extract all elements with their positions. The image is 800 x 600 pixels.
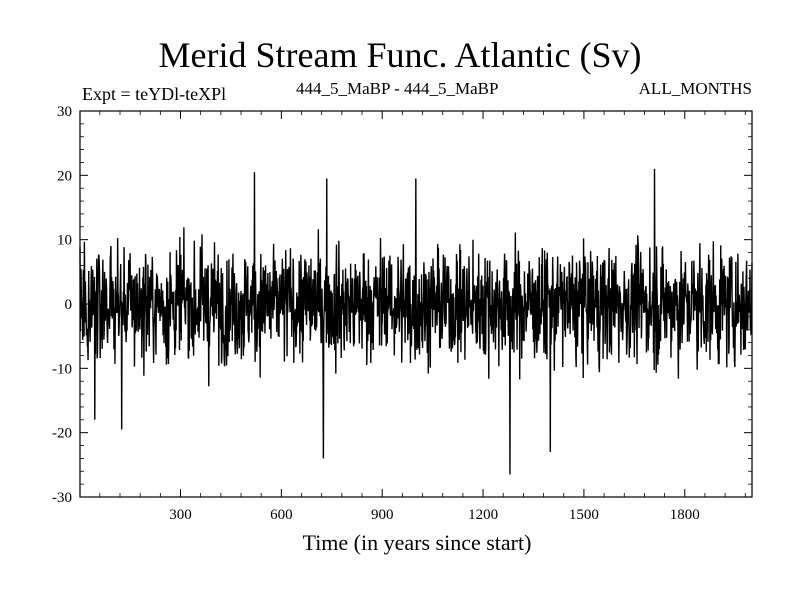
x-tick-label: 600 xyxy=(270,507,293,523)
y-tick-label: 0 xyxy=(65,297,73,313)
y-tick-label: 30 xyxy=(57,104,72,120)
months-label: ALL_MONTHS xyxy=(638,79,752,98)
time-series-line xyxy=(79,168,753,475)
y-tick-label: -10 xyxy=(52,361,72,377)
y-tick-label: 20 xyxy=(57,168,72,184)
x-tick-label: 1500 xyxy=(569,507,599,523)
x-axis-label: Time (in years since start) xyxy=(302,530,532,555)
ticks-layer: 30 20 10 0 -10 -20 -30 300 600 900 1200 1500 1800 xyxy=(52,104,752,523)
experiment-label: Expt = teYDl-teXPl xyxy=(82,84,227,104)
chart-title: Merid Stream Func. Atlantic (Sv) xyxy=(158,35,642,75)
run-label: 444_5_MaBP - 444_5_MaBP xyxy=(296,79,499,98)
x-tick-label: 300 xyxy=(169,507,192,523)
y-tick-label: -20 xyxy=(52,426,72,442)
y-tick-label: -30 xyxy=(52,490,72,506)
x-tick-label: 900 xyxy=(371,507,394,523)
series-layer xyxy=(79,168,753,475)
x-tick-label: 1200 xyxy=(468,507,498,523)
x-tick-label: 1800 xyxy=(670,507,700,523)
y-tick-label: 10 xyxy=(57,233,72,249)
